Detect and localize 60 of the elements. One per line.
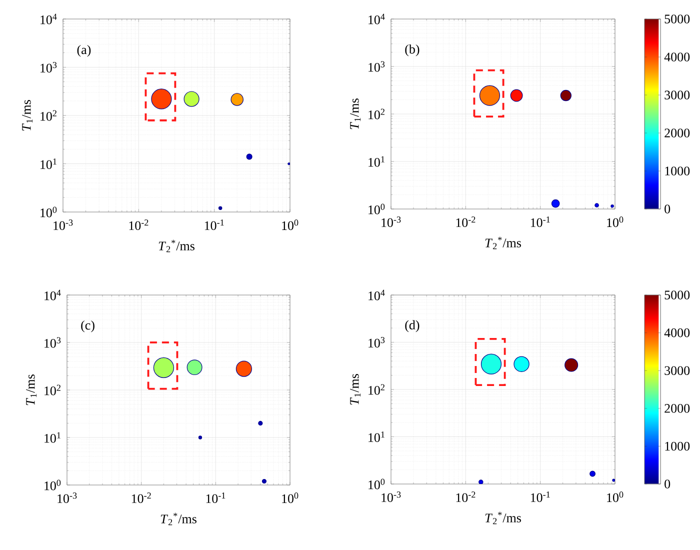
annotation: (c) <box>81 320 94 332</box>
color-bar-label: 3000 <box>664 90 690 100</box>
x-tick-label: 10$^{0}$ <box>607 216 624 228</box>
y-tick-label: 10$^{0}$ <box>368 478 385 490</box>
annotation: (d) <box>405 320 420 332</box>
x-tick-label: 10$^{-1}$ <box>530 216 550 228</box>
y-axis-title: T$_{1}$/ms <box>22 100 33 131</box>
y-tick-label: 10$^{0}$ <box>368 204 385 214</box>
color-bar-label: 3000 <box>664 366 690 375</box>
y-tick-label: 10$^{4}$ <box>368 14 385 24</box>
y-tick-label: 10$^{0}$ <box>40 206 57 218</box>
y-tick-label: 10$^{4}$ <box>368 290 385 300</box>
x-tick-label: 10$^{-2}$ <box>456 216 476 228</box>
color-bar-label: 0 <box>664 480 670 488</box>
y-axis-title: T$_{1}$/ms <box>350 98 361 130</box>
x-tick-label: 10$^{-2}$ <box>129 220 148 230</box>
y-tick-label: 10$^{2}$ <box>368 384 384 395</box>
x-tick-label: 10$^{-2}$ <box>132 492 151 504</box>
y-tick-label: 10$^{1}$ <box>368 432 384 442</box>
x-tick-label: 10$^{-3}$ <box>382 492 401 502</box>
y-tick-label: 10$^{2}$ <box>368 108 384 120</box>
x-tick-label: 10$^{-1}$ <box>530 492 550 502</box>
color-bar-label: 2000 <box>664 404 690 413</box>
y-tick-label: 10$^{3}$ <box>44 337 61 348</box>
y-axis-title: T$_{1}$/ms <box>350 374 361 405</box>
color-bar-label: 5000 <box>664 14 690 24</box>
y-tick-label: 10$^{3}$ <box>40 62 57 72</box>
annotation: (a) <box>77 44 91 57</box>
x-tick-label: 10$^{-3}$ <box>58 492 77 504</box>
color-bar-label: 4000 <box>664 328 690 338</box>
x-tick-label: 10$^{0}$ <box>282 220 298 230</box>
x-axis-title: T$_{2}$$^{*}$/ms <box>158 240 194 252</box>
x-axis-title: T$_{2}$$^{*}$/ms <box>485 236 521 250</box>
color-bar-label: 1000 <box>665 166 690 176</box>
y-tick-label: 10$^{0}$ <box>44 480 61 490</box>
y-axis-title: T$_{1}$/ms <box>26 374 37 406</box>
color-bar-label: 1000 <box>665 442 690 451</box>
x-tick-label: 10$^{-1}$ <box>206 492 226 504</box>
color-bar-label: 0 <box>664 204 670 214</box>
y-tick-label: 10$^{2}$ <box>44 384 60 396</box>
y-tick-label: 10$^{3}$ <box>368 61 385 72</box>
y-tick-label: 10$^{2}$ <box>40 110 56 121</box>
x-tick-label: 10$^{-3}$ <box>382 216 401 228</box>
x-tick-label: 10$^{-2}$ <box>456 492 476 502</box>
y-tick-label: 10$^{3}$ <box>368 337 385 348</box>
x-tick-label: 10$^{0}$ <box>282 492 298 504</box>
annotation: (b) <box>405 44 420 56</box>
x-axis-title: T$_{2}$$^{*}$/ms <box>485 512 521 524</box>
y-tick-label: 10$^{1}$ <box>40 158 56 169</box>
x-tick-label: 10$^{-1}$ <box>204 220 224 230</box>
y-tick-label: 10$^{4}$ <box>44 290 61 300</box>
y-tick-label: 10$^{1}$ <box>44 432 60 443</box>
color-bar-label: 4000 <box>664 52 690 62</box>
color-bar-label: 5000 <box>664 290 690 300</box>
y-tick-label: 10$^{1}$ <box>368 156 384 167</box>
y-tick-label: 10$^{4}$ <box>40 14 57 24</box>
color-bar-label: 2000 <box>664 128 690 138</box>
x-axis-title: T$_{2}$$^{*}$/ms <box>160 512 196 526</box>
x-tick-label: 10$^{-3}$ <box>54 220 73 230</box>
x-tick-label: 10$^{0}$ <box>607 492 624 502</box>
